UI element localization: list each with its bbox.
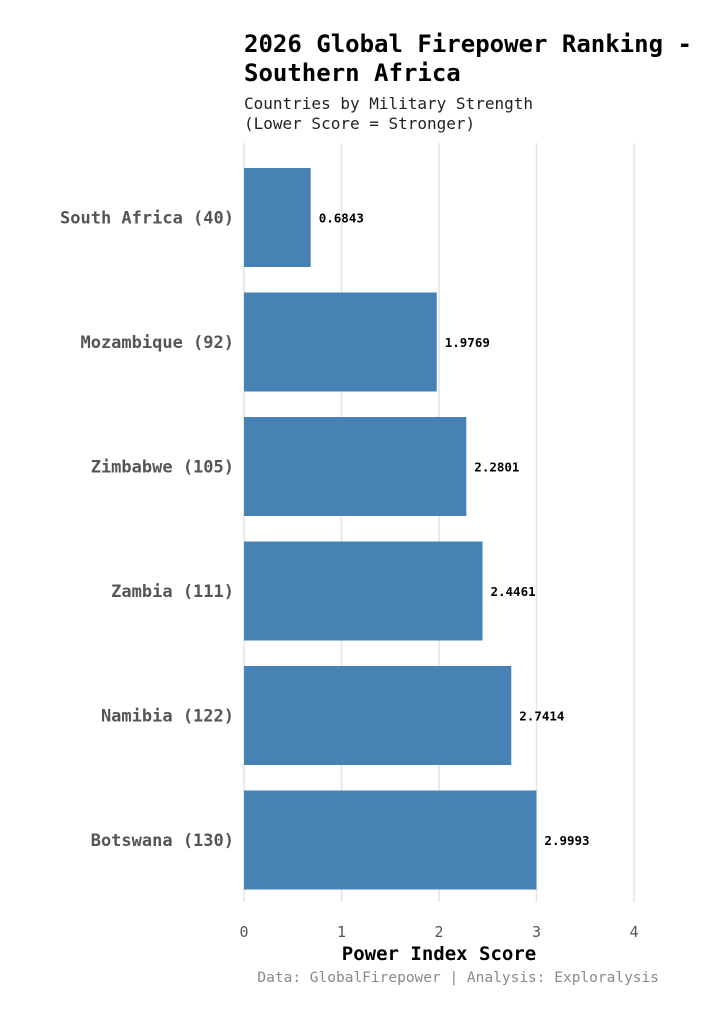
subtitle-line-2: (Lower Score = Stronger) — [244, 114, 476, 133]
value-label-0: 0.6843 — [319, 211, 364, 226]
category-label-4: Namibia (122) — [101, 707, 234, 727]
chart-caption: Data: GlobalFirepower | Analysis: Explor… — [257, 970, 659, 986]
bars — [244, 168, 537, 890]
chart-subtitle: Countries by Military Strength (Lower Sc… — [244, 94, 694, 134]
bar-4 — [244, 666, 512, 765]
bar-5 — [244, 790, 537, 890]
value-label-1: 1.9769 — [445, 335, 490, 350]
x-tick-label-1: 1 — [337, 923, 346, 941]
grid-lines — [243, 143, 635, 902]
value-label-3: 2.4461 — [490, 584, 535, 599]
bar-3 — [244, 541, 483, 641]
bar-2 — [244, 417, 467, 516]
category-label-5: Botswana (130) — [91, 831, 234, 851]
x-tick-labels: 0 1 2 3 4 — [239, 923, 638, 941]
bar-1 — [244, 292, 437, 392]
category-label-1: Mozambique (92) — [80, 333, 234, 353]
chart-title: 2026 Global Firepower Ranking - Southern… — [244, 30, 692, 87]
value-labels: 0.6843 1.9769 2.2801 2.4461 2.7414 2.9993 — [319, 211, 590, 849]
value-label-4: 2.7414 — [519, 709, 564, 724]
value-label-5: 2.9993 — [544, 833, 589, 848]
subtitle-line-1: Countries by Military Strength — [244, 94, 533, 113]
x-tick-label-2: 2 — [434, 923, 443, 941]
value-label-2: 2.2801 — [474, 460, 519, 475]
x-tick-label-3: 3 — [532, 923, 541, 941]
x-tick-label-0: 0 — [239, 923, 248, 941]
x-axis-title: Power Index Score — [342, 943, 536, 965]
x-tick-label-4: 4 — [629, 923, 638, 941]
category-label-2: Zimbabwe (105) — [91, 458, 234, 478]
bar-0 — [244, 168, 311, 267]
category-label-0: South Africa (40) — [60, 209, 234, 229]
category-label-3: Zambia (111) — [111, 582, 234, 602]
category-labels: South Africa (40) Mozambique (92) Zimbabwe… — [60, 209, 234, 852]
